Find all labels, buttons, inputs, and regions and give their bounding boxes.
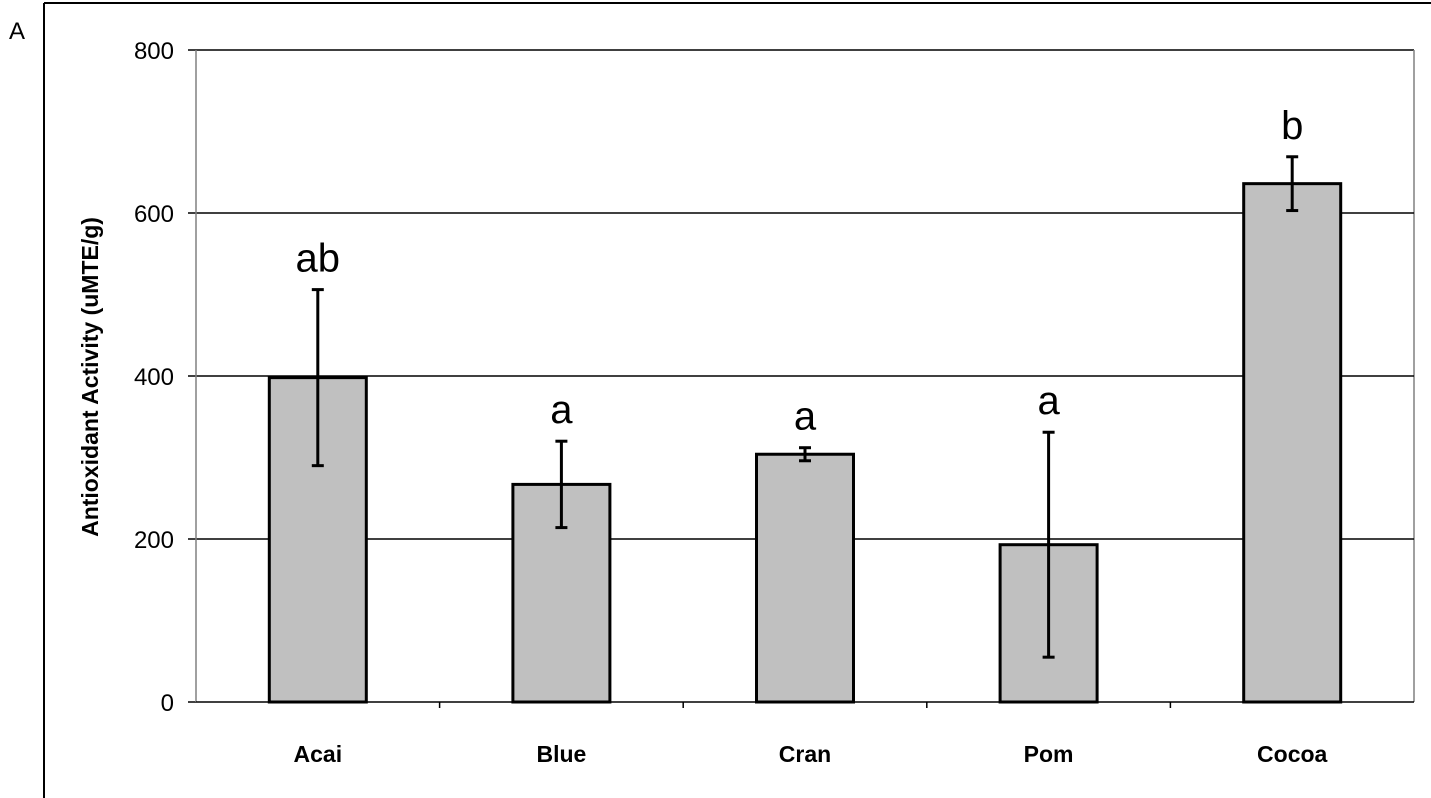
significance-label: a — [794, 395, 817, 439]
y-tick-label: 600 — [134, 201, 174, 228]
x-category-label: Acai — [294, 741, 343, 767]
labels: 0 200 400 600 800 ab Acai a Blue a Cran a Pom b Cocoa — [134, 38, 1328, 767]
y-axis-title: Antioxidant Activity (uMTE/g) — [77, 217, 103, 537]
significance-label: ab — [296, 237, 341, 281]
bar-cran — [755, 452, 855, 704]
x-category-label: Pom — [1024, 741, 1074, 767]
y-tick-label: 800 — [134, 38, 174, 65]
significance-label: a — [550, 388, 573, 432]
significance-label: b — [1281, 104, 1303, 148]
y-tick-label: 200 — [134, 527, 174, 554]
significance-label: a — [1037, 379, 1060, 423]
bar-cocoa — [1242, 182, 1343, 704]
y-tick-label: 0 — [161, 690, 174, 717]
x-category-label: Cran — [779, 741, 831, 767]
bars — [267, 155, 1343, 704]
y-tick-label: 400 — [134, 364, 174, 391]
x-category-label: Blue — [536, 741, 586, 767]
panel-label: A — [9, 18, 26, 45]
x-category-label: Cocoa — [1257, 741, 1328, 767]
